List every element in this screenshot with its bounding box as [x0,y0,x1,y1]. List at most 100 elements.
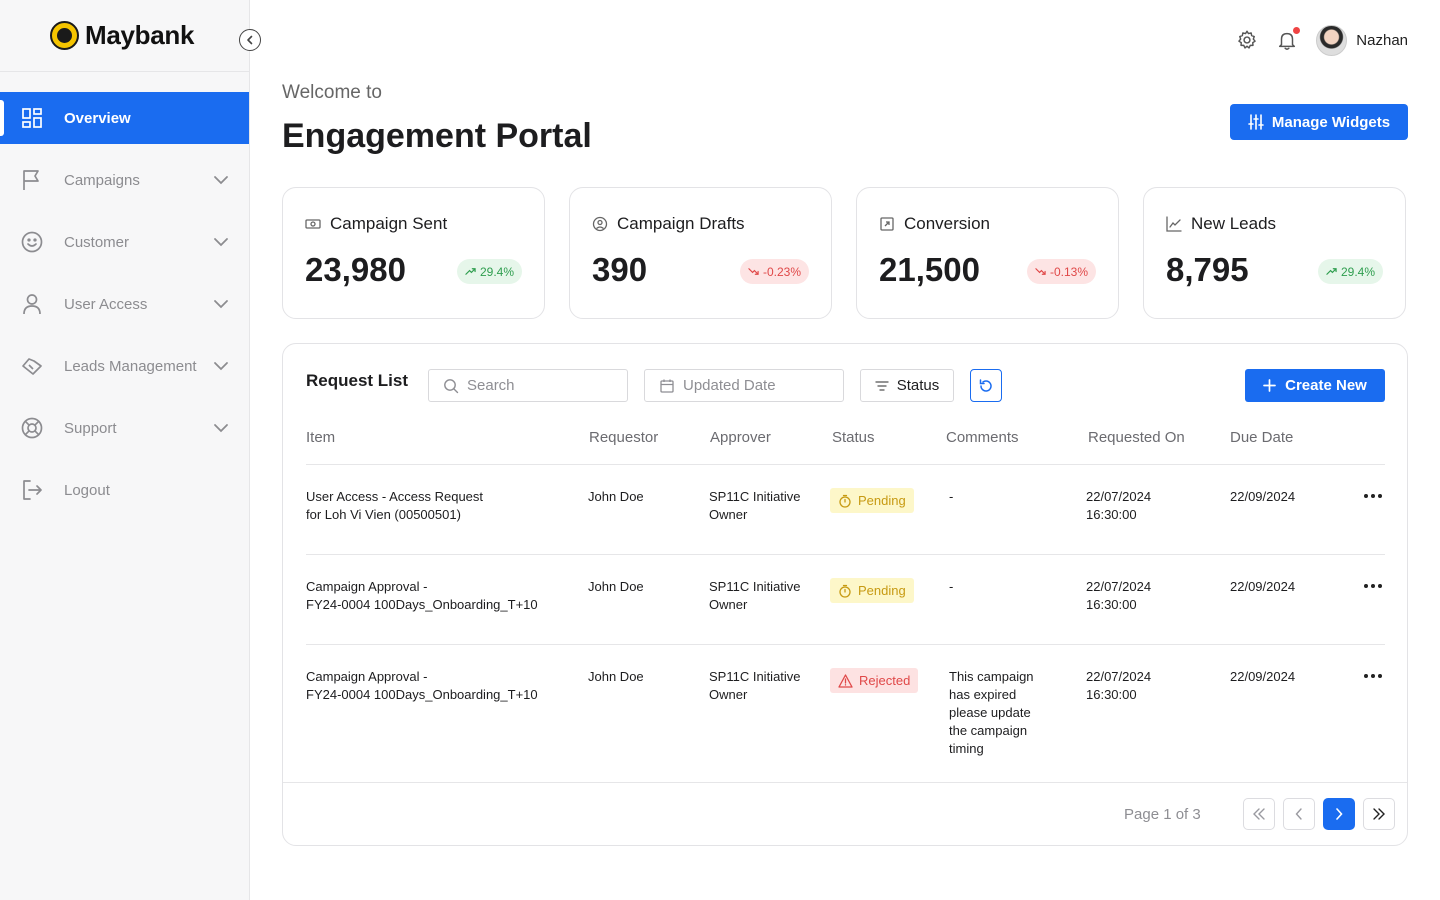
maybank-logo[interactable]: Maybank [50,20,194,51]
user-menu[interactable]: Nazhan [1316,24,1408,56]
page-title: Engagement Portal [282,117,592,155]
stat-card-conversion[interactable]: Conversion 21,500 -0.13% [856,187,1119,319]
stat-value: 23,980 [305,251,406,288]
row-requestor: John Doe [588,669,644,684]
updated-date-filter[interactable]: Updated Date [644,369,844,402]
sidebar-item-user-access[interactable]: User Access [0,278,249,330]
brand-header: Maybank [0,0,249,72]
refresh-button[interactable] [970,369,1002,402]
bell-icon [1279,32,1296,50]
last-page-button[interactable] [1363,798,1395,830]
logout-icon [20,478,44,502]
column-header-approver[interactable]: Approver [710,429,771,446]
status-badge: Pending [830,488,914,513]
chevron-down-icon [214,362,228,371]
timer-icon [839,494,851,508]
prev-page-button[interactable] [1283,798,1315,830]
stat-value: 21,500 [879,251,980,288]
stat-title: Campaign Drafts [617,214,745,233]
stat-card-new-leads[interactable]: New Leads 8,795 29.4% [1143,187,1406,319]
settings-button[interactable] [1236,29,1258,51]
row-approver: SP11C Initiative Owner [709,489,801,522]
chevrons-left-icon [1253,808,1265,820]
row-requested-on: 22/07/2024 16:30:00 [1086,489,1152,522]
sidebar-item-overview[interactable]: Overview [0,92,249,144]
stat-title: New Leads [1191,214,1277,233]
row-item: User Access - Access Request for Loh Vi … [306,489,484,522]
column-header-comments[interactable]: Comments [946,429,1019,446]
stat-title: Conversion [904,214,990,233]
manage-widgets-button[interactable]: Manage Widgets [1230,104,1408,140]
notifications-button[interactable] [1276,27,1301,51]
trend-down-icon [1035,268,1046,275]
chevron-left-icon [247,35,253,45]
column-header-item[interactable]: Item [306,429,336,446]
gear-icon [1238,30,1257,49]
create-new-button[interactable]: Create New [1245,369,1385,402]
column-header-requestor[interactable]: Requestor [589,429,659,446]
search-input[interactable] [467,377,607,394]
chevron-left-icon [1295,808,1302,820]
trend-badge: -0.23% [739,259,809,284]
collapse-sidebar-button[interactable] [239,29,261,51]
trend-up-icon [1326,268,1337,275]
row-requestor: John Doe [588,579,644,594]
manage-widgets-label: Manage Widgets [1271,113,1391,131]
stat-card-campaign-sent[interactable]: Campaign Sent 23,980 29.4% [282,187,545,319]
sidebar-item-label: User Access [64,295,148,313]
row-due-date: 22/09/2024 [1230,669,1296,684]
request-list-panel: Request List Updated Date Status Create … [282,343,1408,846]
sidebar-item-label: Overview [64,109,131,127]
row-actions-button[interactable] [1363,576,1383,596]
sidebar-item-leads-management[interactable]: Leads Management [0,340,249,392]
row-approver: SP11C Initiative Owner [709,579,801,612]
sidebar-item-label: Support [64,419,117,437]
sidebar-item-customer[interactable]: Customer [0,216,249,268]
trend-badge: 29.4% [456,259,522,284]
flag-icon [20,168,44,192]
search-icon [444,378,459,393]
column-header-due-date[interactable]: Due Date [1230,429,1294,446]
chevrons-right-icon [1373,808,1385,820]
timer-icon [839,584,851,598]
line-chart-icon [1166,216,1182,232]
sidebar-nav: Overview Campaigns Customer User Access [0,92,249,526]
trend-up-icon [465,268,476,275]
first-page-button[interactable] [1243,798,1275,830]
sidebar: Maybank Overview Campaigns Customer [0,0,261,900]
stat-title: Campaign Sent [330,214,448,233]
row-actions-button[interactable] [1363,666,1383,686]
row-actions-button[interactable] [1363,486,1383,506]
trend-badge: -0.13% [1026,259,1096,284]
column-header-status[interactable]: Status [832,429,875,446]
tiger-icon [50,21,79,50]
status-badge: Rejected [830,668,919,693]
column-header-requested-on[interactable]: Requested On [1088,429,1185,446]
stat-value: 8,795 [1166,251,1249,288]
page-info: Page 1 of 3 [1124,806,1201,823]
chevron-down-icon [214,424,228,433]
row-approver: SP11C Initiative Owner [709,669,801,702]
row-item: Campaign Approval - FY24-0004 100Days_On… [306,669,538,702]
row-requestor: John Doe [588,489,644,504]
refresh-icon [979,378,992,392]
calendar-icon [660,379,674,393]
status-filter[interactable]: Status [860,369,954,402]
avatar [1316,24,1348,56]
row-due-date: 22/09/2024 [1230,489,1296,504]
stat-card-campaign-drafts[interactable]: Campaign Drafts 390 -0.23% [569,187,832,319]
search-box[interactable] [428,369,628,402]
row-requested-on: 22/07/2024 16:30:00 [1086,579,1152,612]
sidebar-item-label: Campaigns [64,171,140,189]
divider [306,464,1385,465]
stat-value: 390 [592,251,648,288]
next-page-button[interactable] [1323,798,1355,830]
request-list-title: Request List [306,371,409,390]
money-icon [305,219,321,229]
sidebar-item-support[interactable]: Support [0,402,249,454]
topbar: Nazhan [1236,22,1408,58]
sidebar-item-logout[interactable]: Logout [0,464,249,516]
lifebuoy-icon [20,416,44,440]
sidebar-item-campaigns[interactable]: Campaigns [0,154,249,206]
brand-name: Maybank [85,20,195,50]
